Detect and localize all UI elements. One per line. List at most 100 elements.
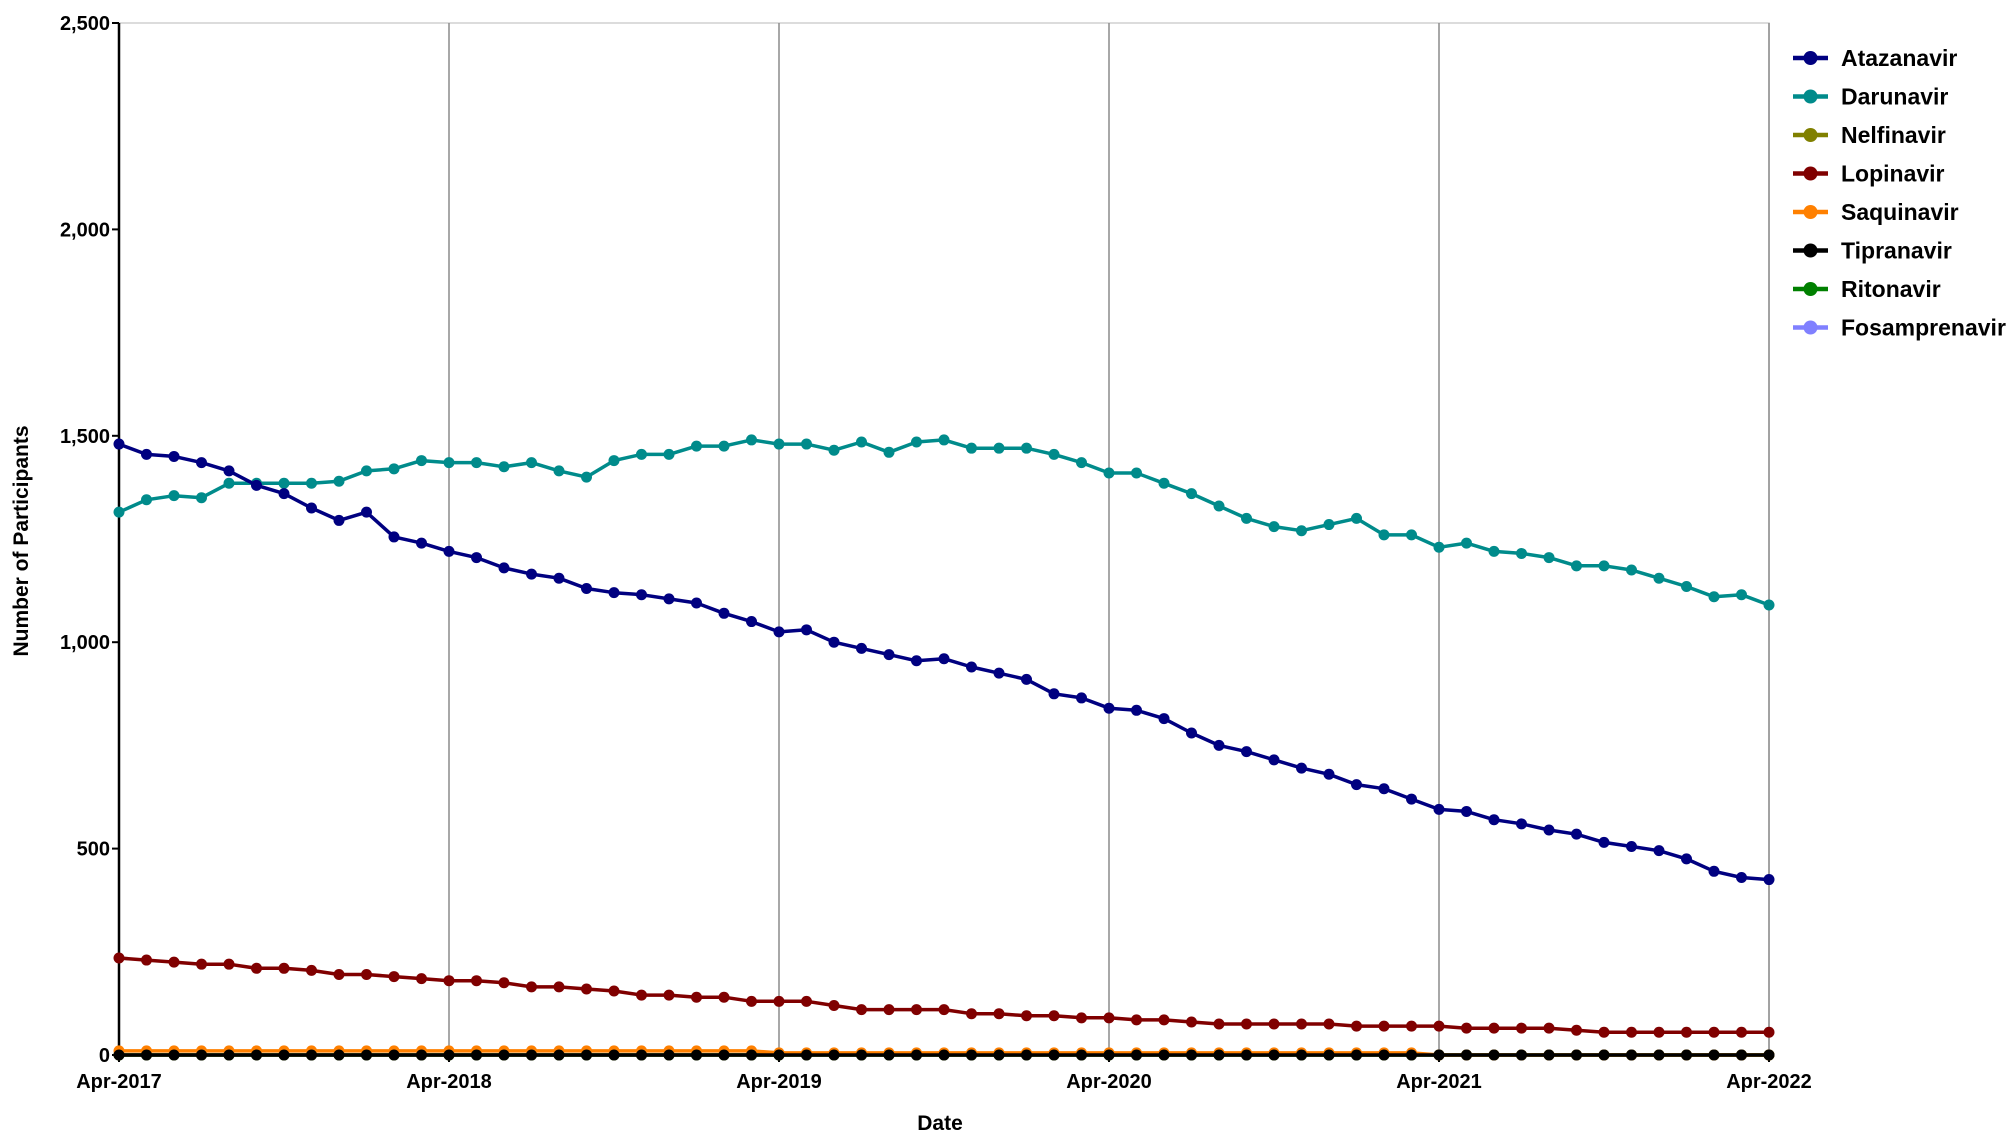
data-point bbox=[1076, 1049, 1087, 1061]
data-point bbox=[471, 975, 482, 987]
data-point bbox=[938, 1004, 950, 1016]
data-point bbox=[1241, 746, 1252, 758]
data-point bbox=[1131, 467, 1142, 479]
data-point bbox=[1351, 1049, 1362, 1061]
data-point bbox=[498, 977, 510, 989]
x-tick-label: Apr-2020 bbox=[1066, 1071, 1152, 1093]
data-point bbox=[1736, 871, 1747, 883]
data-point bbox=[1268, 521, 1280, 533]
data-point bbox=[1186, 488, 1197, 500]
data-point bbox=[608, 1049, 620, 1061]
legend-item-tipranavir[interactable]: Tipranavir bbox=[1793, 238, 1952, 264]
data-point bbox=[113, 952, 125, 964]
data-point bbox=[1406, 1049, 1417, 1061]
y-tick-label: 1,500 bbox=[60, 426, 110, 448]
data-point bbox=[718, 991, 730, 1003]
data-point bbox=[1103, 467, 1115, 479]
data-point bbox=[663, 448, 675, 460]
x-tick-label: Apr-2019 bbox=[736, 1071, 822, 1093]
legend-item-fosamprenavir[interactable]: Fosamprenavir bbox=[1793, 315, 2006, 341]
data-point bbox=[801, 624, 812, 636]
data-point bbox=[993, 1008, 1005, 1020]
legend-item-atazanavir[interactable]: Atazanavir bbox=[1793, 45, 1957, 71]
data-point bbox=[1213, 1018, 1225, 1030]
data-point bbox=[1681, 853, 1692, 865]
data-point bbox=[443, 975, 455, 987]
y-tick-label: 2,500 bbox=[60, 13, 110, 35]
legend-label: Lopinavir bbox=[1841, 161, 1945, 187]
data-point bbox=[1433, 803, 1445, 815]
data-point bbox=[1076, 1012, 1087, 1024]
data-point bbox=[1048, 448, 1060, 460]
data-point bbox=[1131, 1049, 1142, 1061]
data-point bbox=[911, 655, 922, 667]
data-point bbox=[223, 465, 235, 477]
series-tipranavir bbox=[113, 1049, 1775, 1061]
legend-item-darunavir[interactable]: Darunavir bbox=[1793, 84, 1948, 110]
data-point bbox=[883, 446, 895, 458]
data-point bbox=[1598, 1049, 1610, 1061]
data-point bbox=[993, 442, 1005, 454]
data-point bbox=[828, 636, 840, 648]
legend-label: Atazanavir bbox=[1841, 45, 1957, 71]
data-point bbox=[1186, 1049, 1197, 1061]
data-point bbox=[1378, 529, 1390, 541]
data-point bbox=[1708, 591, 1720, 603]
data-point bbox=[993, 1049, 1005, 1061]
legend-label: Darunavir bbox=[1841, 84, 1948, 110]
data-point bbox=[416, 973, 427, 985]
data-point bbox=[856, 436, 867, 448]
data-point bbox=[1461, 537, 1472, 549]
data-point bbox=[196, 958, 207, 970]
legend-item-saquinavir[interactable]: Saquinavir bbox=[1793, 199, 1959, 225]
data-point bbox=[636, 589, 647, 601]
y-tick-label: 2,000 bbox=[60, 219, 110, 241]
data-point bbox=[966, 442, 977, 454]
data-point bbox=[1378, 1049, 1390, 1061]
data-point bbox=[691, 597, 702, 609]
data-point bbox=[498, 1049, 510, 1061]
legend-item-lopinavir[interactable]: Lopinavir bbox=[1793, 161, 1945, 187]
data-point bbox=[1406, 793, 1417, 805]
legend-swatch-marker bbox=[1803, 89, 1818, 104]
data-point bbox=[856, 1049, 867, 1061]
data-point bbox=[1488, 814, 1500, 826]
data-point bbox=[938, 434, 950, 446]
data-point bbox=[1241, 1049, 1252, 1061]
data-point bbox=[1158, 477, 1170, 489]
data-point bbox=[1433, 1020, 1445, 1032]
y-tick-label: 1,000 bbox=[60, 632, 110, 654]
data-point bbox=[1571, 1049, 1582, 1061]
legend-swatch-marker bbox=[1803, 282, 1818, 296]
data-point bbox=[168, 1049, 180, 1061]
data-point bbox=[1516, 1022, 1527, 1034]
x-tick-label: Apr-2018 bbox=[406, 1071, 492, 1093]
data-point bbox=[1131, 1014, 1142, 1026]
x-axis-title: Date bbox=[917, 1112, 963, 1133]
data-point bbox=[113, 438, 125, 450]
data-point bbox=[608, 985, 620, 997]
data-point bbox=[1296, 1049, 1307, 1061]
legend-item-ritonavir[interactable]: Ritonavir bbox=[1793, 276, 1941, 302]
data-point bbox=[608, 587, 620, 599]
data-point bbox=[1598, 1026, 1610, 1038]
data-point bbox=[1516, 547, 1527, 559]
data-point bbox=[113, 1049, 125, 1061]
legend-swatch-marker bbox=[1803, 51, 1818, 65]
y-axis-title: Number of Participants bbox=[10, 425, 33, 656]
data-point bbox=[1543, 552, 1555, 564]
data-point bbox=[1571, 828, 1582, 840]
data-point bbox=[1103, 702, 1115, 714]
data-point bbox=[306, 1049, 317, 1061]
data-point bbox=[251, 962, 262, 974]
data-point bbox=[828, 1049, 840, 1061]
data-point bbox=[581, 1049, 592, 1061]
data-point bbox=[1131, 704, 1142, 716]
data-point bbox=[1048, 1049, 1060, 1061]
series-darunavir bbox=[113, 434, 1775, 611]
legend-item-nelfinavir[interactable]: Nelfinavir bbox=[1793, 122, 1946, 148]
data-point bbox=[1736, 1026, 1747, 1038]
data-point bbox=[306, 477, 317, 489]
data-point bbox=[1378, 783, 1390, 795]
